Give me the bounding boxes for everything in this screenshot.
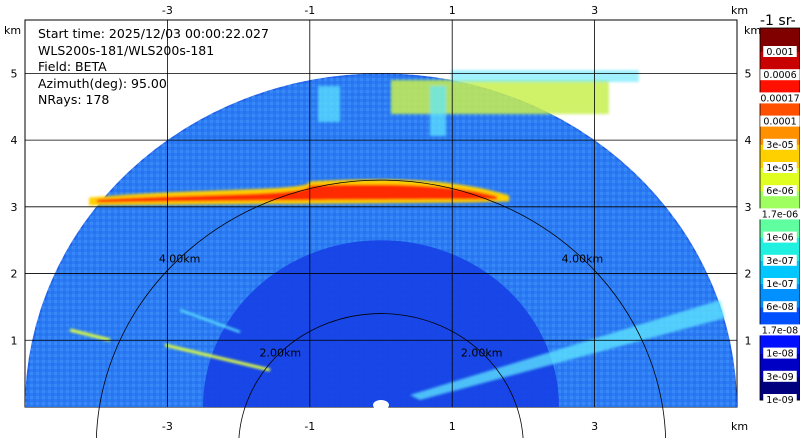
x-tick-label: -3 xyxy=(162,420,173,433)
x-tick-label: -1 xyxy=(304,420,315,433)
upper-returns-band xyxy=(391,80,609,115)
y-tick-label: 5 xyxy=(745,67,752,80)
x-tick-label: 1 xyxy=(449,4,456,17)
vertical-beam-2 xyxy=(430,86,446,136)
info-instrument: WLS200s-181/WLS200s-181 xyxy=(38,43,214,58)
info-azimuth: Azimuth(deg): 95.00 xyxy=(38,76,167,91)
colorbar-label: 6e-06 xyxy=(766,186,793,197)
x-tick-label: 3 xyxy=(591,420,598,433)
colorbar-label: 6e-08 xyxy=(766,302,793,313)
y-tick-label: 4 xyxy=(745,134,752,147)
range-ring xyxy=(238,313,524,438)
colorbar-label-bg xyxy=(760,115,800,127)
colorbar-label-bg xyxy=(763,46,797,57)
y-unit-left: km xyxy=(4,24,21,37)
colorbar-label: 1.7e-06 xyxy=(762,209,798,220)
colorbar-label: 0.0006 xyxy=(763,70,796,81)
x-unit-top: km xyxy=(731,4,748,17)
colorbar-label-bg xyxy=(757,208,800,220)
info-start-time: Start time: 2025/12/03 00:00:22.027 xyxy=(38,26,269,41)
colorbar-label: 1e-09 xyxy=(766,395,793,406)
colorbar-label-bg xyxy=(760,69,800,81)
colorbar-label: 1e-05 xyxy=(766,163,793,174)
colorbar-label-bg xyxy=(763,394,797,405)
info-nrays: NRays: 178 xyxy=(38,92,109,107)
range-ring-label: 2.00km xyxy=(461,347,503,360)
colorbar-segment xyxy=(760,28,800,52)
low-streak-1 xyxy=(69,328,111,342)
radar-origin xyxy=(373,400,389,410)
colorbar-segment xyxy=(760,51,800,75)
low-streak-3 xyxy=(179,309,241,333)
x-tick-label: -1 xyxy=(304,4,315,17)
x-unit-bottom: km xyxy=(731,420,748,433)
colorbar-label-bg xyxy=(763,138,797,150)
colorbar-label: 3e-05 xyxy=(766,140,793,151)
colorbar-segment xyxy=(760,97,800,122)
aerosol-layer-core xyxy=(97,184,498,203)
info-block: Start time: 2025/12/03 00:00:22.027 WLS2… xyxy=(38,26,269,107)
colorbar-label-bg xyxy=(757,92,800,104)
low-streak-2 xyxy=(164,343,271,372)
colorbar-label: 3e-07 xyxy=(766,256,793,267)
grid-lines xyxy=(25,20,737,407)
range-ring xyxy=(96,179,666,438)
x-tick-label: 3 xyxy=(591,4,598,17)
colorbar-title: -1 sr- xyxy=(760,13,796,29)
vertical-beam-1 xyxy=(318,86,340,122)
y-tick-label: 2 xyxy=(745,268,752,281)
colorbar-label-bg xyxy=(757,324,800,336)
range-ring-label: 4.00km xyxy=(562,252,604,265)
colorbar-label-bg xyxy=(763,185,797,197)
range-ring-label: 4.00km xyxy=(159,252,201,265)
y-tick-label: 5 xyxy=(11,67,18,80)
colorbar-label-bg xyxy=(763,231,797,243)
y-tick-label: 1 xyxy=(745,334,752,347)
colorbar-label-bg xyxy=(763,347,797,359)
right-beam-streak xyxy=(410,300,725,400)
x-tick-labels-bottom: -3 -1 1 3 xyxy=(162,420,598,433)
colorbar-label-bg xyxy=(763,278,797,289)
info-field: Field: BETA xyxy=(38,59,107,74)
colorbar: 0.001 0.0006 0.00017 0.0001 3e-05 1e-05 6e-06 1… xyxy=(757,27,800,406)
colorbar-label: 1e-08 xyxy=(766,349,793,360)
x-tick-labels-top: -3 -1 1 3 xyxy=(162,4,598,17)
colorbar-segment xyxy=(760,74,800,99)
y-tick-label: 2 xyxy=(11,268,18,281)
y-unit-right: km xyxy=(744,24,761,37)
upper-returns-glow xyxy=(451,70,639,83)
x-tick-label: -3 xyxy=(162,4,173,17)
y-tick-label: 3 xyxy=(745,201,752,214)
colorbar-label: 3e-09 xyxy=(766,372,793,383)
colorbar-label: 0.00017 xyxy=(760,93,799,104)
y-tick-label: 3 xyxy=(11,201,18,214)
colorbar-label-bg xyxy=(763,301,797,313)
x-tick-label: 1 xyxy=(449,420,456,433)
range-rings: 2.00km 2.00km 4.00km 4.00km xyxy=(96,179,666,438)
colorbar-label: 1e-06 xyxy=(766,233,793,244)
y-tick-labels-right: 1 2 3 4 5 xyxy=(745,67,752,347)
sector-inner-core xyxy=(203,240,559,407)
y-tick-label: 4 xyxy=(11,134,18,147)
colorbar-label: 1e-07 xyxy=(766,279,793,290)
colorbar-label-bg xyxy=(763,162,797,173)
colorbar-label-bg xyxy=(763,254,797,266)
colorbar-label: 1.7e-08 xyxy=(762,325,798,336)
y-tick-label: 1 xyxy=(11,334,18,347)
range-ring-label: 2.00km xyxy=(260,347,302,360)
y-tick-labels-left: 1 2 3 4 5 xyxy=(11,67,18,347)
colorbar-label: 0.0001 xyxy=(763,117,796,128)
colorbar-label: 0.001 xyxy=(766,47,793,58)
colorbar-label-bg xyxy=(763,370,797,382)
feature-layers xyxy=(69,70,725,400)
